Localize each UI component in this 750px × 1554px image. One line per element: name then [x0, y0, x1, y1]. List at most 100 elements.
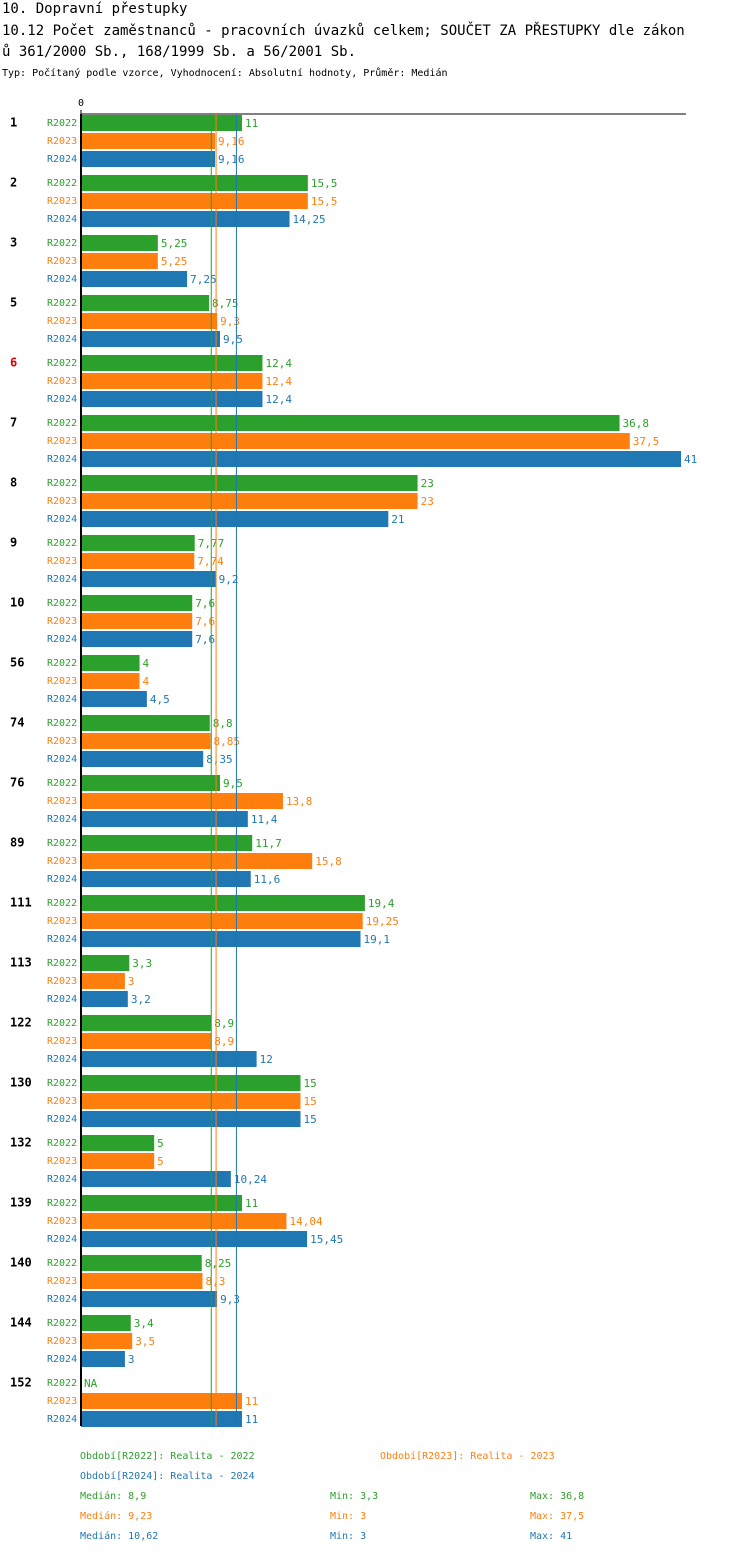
series-label: R2022 — [47, 478, 77, 489]
bar — [81, 313, 218, 329]
category-label: 9 — [10, 536, 17, 550]
bar — [81, 733, 211, 749]
value-label: 11 — [245, 117, 258, 130]
series-label: R2023 — [47, 616, 77, 627]
series-label: R2022 — [47, 778, 77, 789]
value-label: 8,3 — [205, 1275, 225, 1288]
category-label: 76 — [10, 776, 24, 790]
bar — [81, 331, 221, 347]
series-label: R2023 — [47, 376, 77, 387]
bar — [81, 115, 242, 131]
series-label: R2024 — [47, 1294, 77, 1305]
series-label: R2023 — [47, 1336, 77, 1347]
value-label: 37,5 — [633, 435, 660, 448]
value-label: 3,5 — [135, 1335, 155, 1348]
bar — [81, 655, 140, 671]
series-label: R2024 — [47, 334, 77, 345]
bar — [81, 391, 263, 407]
category-label: 5 — [10, 296, 17, 310]
legend-entry: Období[R2023]: Realita - 2023 — [380, 1450, 555, 1462]
stat-median: Medián: 10,62 — [80, 1530, 158, 1542]
value-label: 3,2 — [131, 993, 151, 1006]
value-label: 11 — [245, 1395, 258, 1408]
value-label: 9,5 — [223, 777, 243, 790]
chart-subtitle: ů 361/2000 Sb., 168/1999 Sb. a 56/2001 S… — [2, 44, 356, 60]
value-label: 11 — [245, 1413, 258, 1426]
series-label: R2022 — [47, 1018, 77, 1029]
series-label: R2024 — [47, 814, 77, 825]
series-label: R2024 — [47, 274, 77, 285]
bar — [81, 1135, 155, 1151]
series-label: R2024 — [47, 934, 77, 945]
value-label: 5 — [157, 1155, 164, 1168]
series-label: R2023 — [47, 856, 77, 867]
value-label: 8,25 — [205, 1257, 232, 1270]
series-label: R2024 — [47, 994, 77, 1005]
bar — [81, 1231, 308, 1247]
bar — [81, 1255, 202, 1271]
value-label: 9,5 — [223, 333, 243, 346]
series-label: R2024 — [47, 1234, 77, 1245]
series-label: R2024 — [47, 1414, 77, 1425]
value-label: 12,4 — [265, 357, 292, 370]
series-label: R2022 — [47, 898, 77, 909]
series-label: R2022 — [47, 1078, 77, 1089]
value-label: 9,16 — [218, 153, 245, 166]
series-label: R2022 — [47, 1378, 77, 1389]
series-label: R2022 — [47, 118, 77, 129]
value-label: NA — [84, 1377, 98, 1390]
series-label: R2022 — [47, 238, 77, 249]
value-label: 4 — [143, 675, 150, 688]
category-label: 111 — [10, 896, 32, 910]
value-label: 7,6 — [195, 597, 215, 610]
bar — [81, 415, 620, 431]
series-label: R2023 — [47, 1096, 77, 1107]
series-label: R2022 — [47, 838, 77, 849]
series-label: R2022 — [47, 718, 77, 729]
category-label: 74 — [10, 716, 24, 730]
series-label: R2022 — [47, 298, 77, 309]
bar — [81, 553, 195, 569]
value-label: 8,75 — [212, 297, 239, 310]
value-label: 4 — [143, 657, 150, 670]
value-label: 15,5 — [311, 195, 338, 208]
series-label: R2024 — [47, 1114, 77, 1125]
value-label: 19,1 — [364, 933, 391, 946]
category-label: 113 — [10, 956, 32, 970]
series-label: R2023 — [47, 916, 77, 927]
bar — [81, 493, 418, 509]
bar — [81, 775, 221, 791]
series-label: R2023 — [47, 496, 77, 507]
series-label: R2024 — [47, 574, 77, 585]
value-label: 3 — [128, 1353, 135, 1366]
series-label: R2022 — [47, 1318, 77, 1329]
bar — [81, 175, 308, 191]
series-label: R2023 — [47, 556, 77, 567]
category-label: 10 — [10, 596, 24, 610]
series-label: R2022 — [47, 178, 77, 189]
bar — [81, 955, 130, 971]
bar — [81, 691, 147, 707]
bar — [81, 433, 630, 449]
category-label: 140 — [10, 1256, 32, 1270]
value-label: 8,35 — [206, 753, 233, 766]
value-label: 15,8 — [315, 855, 342, 868]
bar — [81, 1051, 257, 1067]
series-label: R2023 — [47, 436, 77, 447]
value-label: 15 — [304, 1077, 317, 1090]
series-label: R2022 — [47, 958, 77, 969]
series-label: R2023 — [47, 976, 77, 987]
value-label: 12 — [260, 1053, 273, 1066]
value-label: 3 — [128, 975, 135, 988]
bar — [81, 1093, 301, 1109]
series-label: R2024 — [47, 694, 77, 705]
category-label: 2 — [10, 176, 17, 190]
legend-entry: Období[R2024]: Realita - 2024 — [80, 1470, 255, 1482]
bar — [81, 1171, 231, 1187]
value-label: 23 — [421, 495, 434, 508]
bar — [81, 895, 365, 911]
series-label: R2022 — [47, 418, 77, 429]
bar — [81, 1411, 242, 1427]
category-label: 1 — [10, 116, 17, 130]
